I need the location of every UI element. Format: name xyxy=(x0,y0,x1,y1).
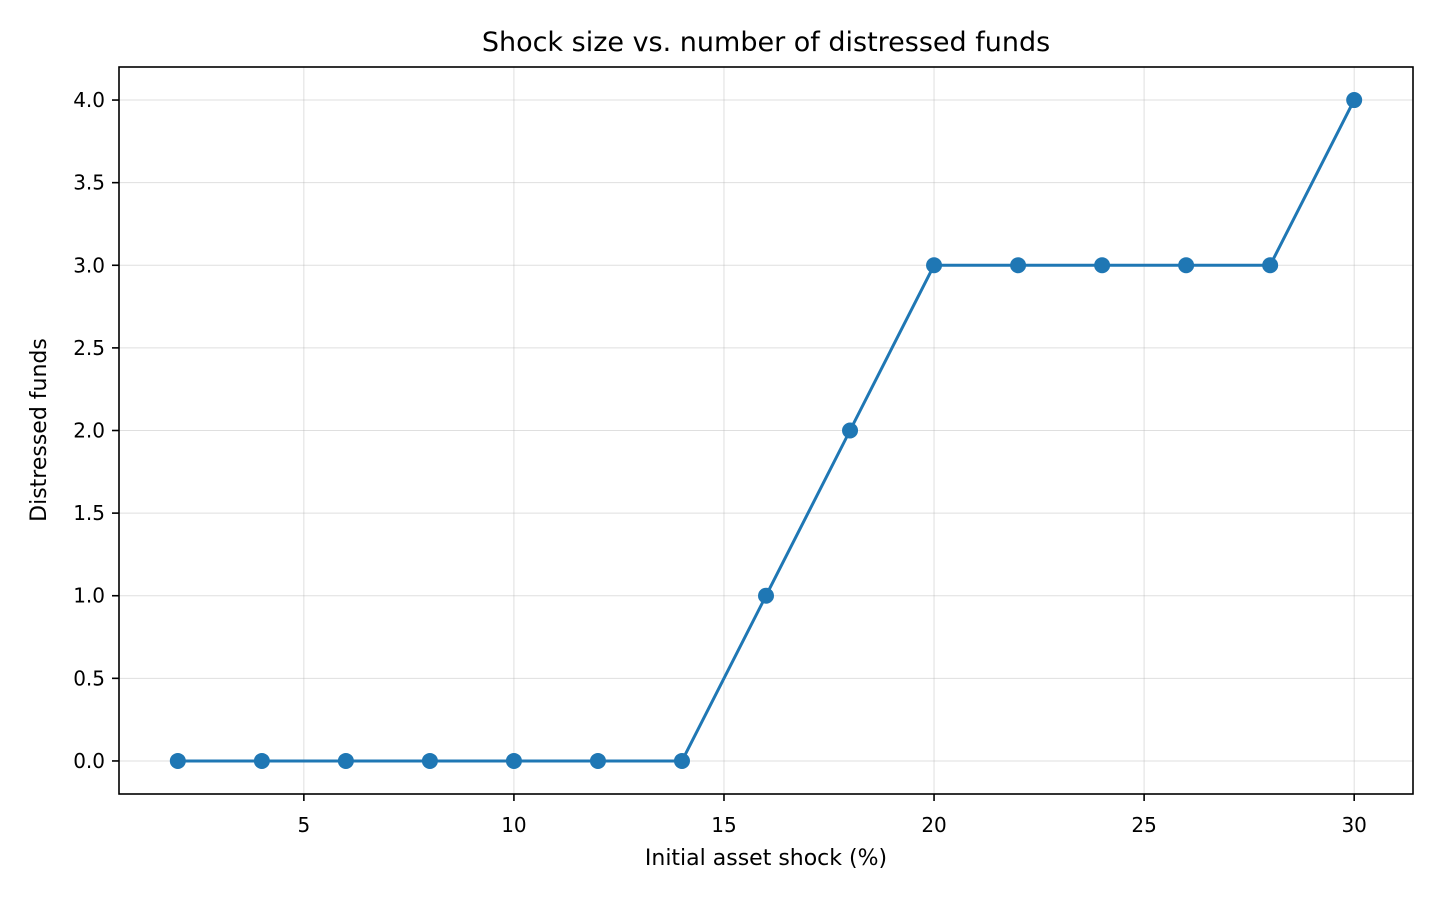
data-point xyxy=(169,752,186,769)
data-point xyxy=(337,752,354,769)
y-tick-label: 2.5 xyxy=(73,336,105,360)
chart-title: Shock size vs. number of distressed fund… xyxy=(482,27,1050,58)
data-point xyxy=(505,752,522,769)
y-tick-label: 1.0 xyxy=(73,584,105,608)
x-tick-label: 15 xyxy=(711,813,736,837)
x-tick-label: 20 xyxy=(921,813,946,837)
y-tick-label: 3.5 xyxy=(73,171,105,195)
series-layer xyxy=(169,92,1363,769)
data-point xyxy=(421,752,438,769)
y-tick-label: 1.5 xyxy=(73,501,105,525)
x-tick-label: 30 xyxy=(1341,813,1366,837)
data-point xyxy=(1010,257,1027,274)
y-tick-label: 2.0 xyxy=(73,419,105,443)
data-point xyxy=(926,257,943,274)
data-point xyxy=(1346,92,1363,109)
y-tick-label: 0.0 xyxy=(73,749,105,773)
x-tick-label: 25 xyxy=(1131,813,1156,837)
data-point xyxy=(253,752,270,769)
x-axis-ticks: 5 10 15 20 25 30 xyxy=(297,794,1367,837)
data-point xyxy=(1178,257,1195,274)
y-axis-ticks: 0.0 0.5 1.0 1.5 2.0 2.5 3.0 3.5 4.0 xyxy=(73,88,119,773)
x-axis-label: Initial asset shock (%) xyxy=(645,846,887,871)
data-point xyxy=(589,752,606,769)
y-tick-label: 0.5 xyxy=(73,666,105,690)
x-tick-label: 5 xyxy=(297,813,310,837)
data-point xyxy=(1094,257,1111,274)
data-point xyxy=(673,752,690,769)
y-tick-label: 4.0 xyxy=(73,88,105,112)
y-tick-label: 3.0 xyxy=(73,253,105,277)
x-tick-label: 10 xyxy=(501,813,526,837)
data-point xyxy=(1262,257,1279,274)
data-point xyxy=(842,422,859,439)
y-axis-label: Distressed funds xyxy=(27,338,52,522)
data-point xyxy=(758,587,774,604)
